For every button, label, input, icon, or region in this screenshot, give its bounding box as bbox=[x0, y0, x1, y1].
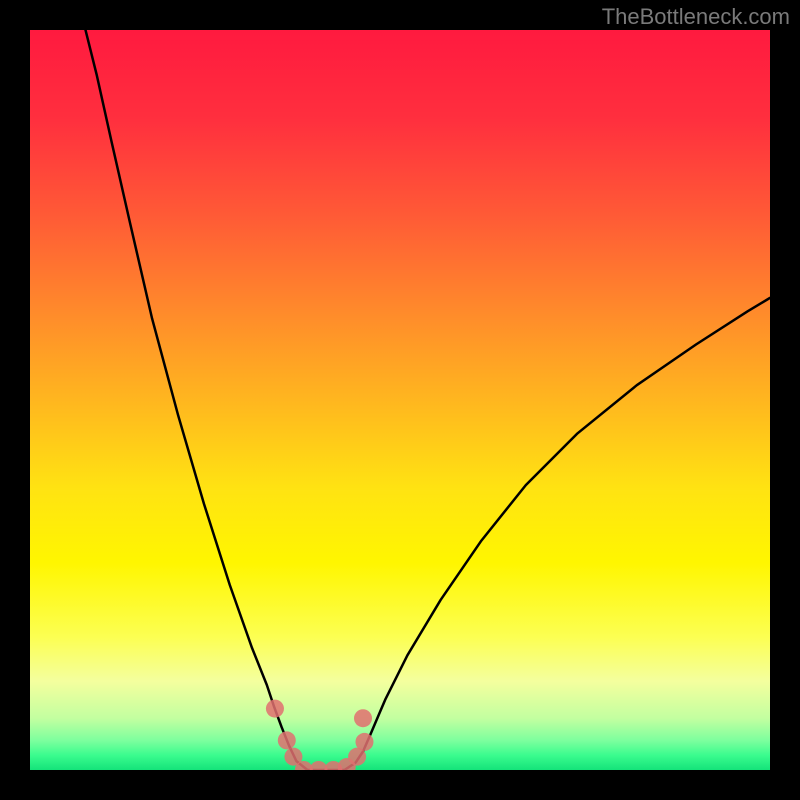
gradient-background bbox=[30, 30, 770, 770]
plot-area bbox=[30, 30, 770, 770]
marker-dot bbox=[354, 709, 372, 727]
chart-svg bbox=[30, 30, 770, 770]
watermark-text: TheBottleneck.com bbox=[602, 4, 790, 30]
marker-dot bbox=[266, 700, 284, 718]
marker-dot bbox=[278, 731, 296, 749]
chart-frame: TheBottleneck.com bbox=[0, 0, 800, 800]
marker-dot bbox=[355, 733, 373, 751]
